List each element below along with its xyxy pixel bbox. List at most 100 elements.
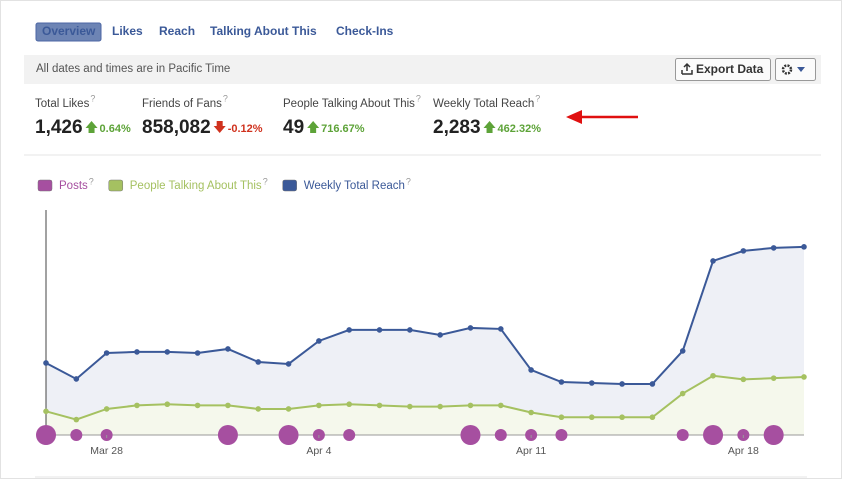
data-point <box>467 325 474 331</box>
settings-button[interactable] <box>775 58 816 81</box>
x-tick-label: Apr 18 <box>728 445 759 457</box>
stat-change: -0.12% <box>228 123 263 135</box>
data-point <box>134 349 140 355</box>
export-button[interactable] <box>675 58 771 81</box>
post-marker <box>460 425 481 445</box>
data-point <box>710 372 716 379</box>
data-point <box>285 406 292 412</box>
legend-label: Posts <box>59 180 88 192</box>
data-point <box>225 402 231 409</box>
data-point <box>346 401 353 408</box>
data-point <box>255 359 262 365</box>
data-point <box>316 338 322 344</box>
x-tick-label: Apr 4 <box>306 445 331 457</box>
tab[interactable]: Talking About This <box>210 24 317 38</box>
data-point <box>285 361 292 367</box>
series-line <box>45 245 805 385</box>
help-mark: ? <box>89 176 94 186</box>
post-marker <box>36 425 56 445</box>
legend: Posts? People Talking About This? Weekly T… <box>37 176 411 192</box>
data-point <box>164 401 171 408</box>
arrow-up <box>85 121 98 133</box>
post-marker <box>763 425 784 445</box>
stat-label: Friends of Fans <box>142 98 222 110</box>
export-icon <box>681 62 693 75</box>
post-marker <box>676 429 689 441</box>
data-point <box>710 258 716 264</box>
legend-swatch <box>282 179 297 192</box>
tab[interactable]: Overview <box>42 24 96 38</box>
data-point <box>73 416 80 423</box>
stat-value: 1,426 <box>35 117 83 138</box>
data-point <box>649 381 656 387</box>
stat-change: 462.32% <box>498 123 542 135</box>
data-point <box>225 346 231 352</box>
legend-swatch <box>108 179 124 192</box>
data-point <box>801 244 807 250</box>
data-point <box>498 326 504 332</box>
data-point <box>43 408 49 415</box>
help-mark: ? <box>223 93 228 103</box>
data-point <box>376 327 383 333</box>
data-point <box>376 402 383 409</box>
data-point <box>194 350 201 356</box>
data-point <box>801 374 807 380</box>
plot: Mar 28 Apr 4 Apr 11 Apr 18 <box>36 210 807 457</box>
legend-swatch <box>37 179 53 192</box>
dropdown-caret <box>797 67 805 72</box>
data-point <box>740 248 747 254</box>
data-point <box>346 327 353 333</box>
data-point <box>73 376 80 382</box>
data-point <box>558 379 565 385</box>
stat-change: 0.64% <box>100 123 131 135</box>
tabs: Overview Likes Reach Talking About This Chec… <box>42 24 394 38</box>
data-point <box>528 367 534 373</box>
data-point <box>103 350 110 356</box>
post-marker <box>217 425 238 445</box>
post-marker <box>494 429 507 441</box>
stat-value: 858,082 <box>142 117 211 138</box>
data-point <box>770 375 777 381</box>
data-point <box>588 380 595 386</box>
data-point <box>103 406 110 412</box>
stat-change: 716.67% <box>321 123 365 135</box>
series-line <box>45 374 805 421</box>
data-point <box>649 414 656 421</box>
data-point <box>467 402 474 409</box>
tab[interactable]: Check-Ins <box>336 24 394 38</box>
data-point <box>770 245 777 251</box>
data-point <box>316 402 322 409</box>
data-point <box>407 403 413 410</box>
stat-label: Total Likes <box>35 98 90 110</box>
data-point <box>679 390 686 397</box>
arrow-down <box>213 121 226 133</box>
annotation-arrowhead <box>566 110 582 124</box>
data-point <box>164 349 171 355</box>
help-mark: ? <box>263 176 268 186</box>
stats: Total Likes ? 1,426 0.64% Friends of Fans ? 85… <box>35 93 541 138</box>
stat-label: People Talking About This <box>283 98 415 110</box>
timezone-note: All dates and times are in Pacific Time <box>36 63 230 75</box>
post-marker <box>555 429 568 441</box>
x-tick-label: Apr 11 <box>516 445 546 457</box>
stat-value: 49 <box>283 117 304 138</box>
export-label[interactable]: Export Data <box>696 62 764 76</box>
data-point <box>528 409 534 416</box>
arrow-up <box>483 121 496 133</box>
data-point <box>255 406 262 412</box>
data-point <box>558 414 565 421</box>
tab[interactable]: Reach <box>159 24 195 38</box>
help-mark: ? <box>406 176 411 186</box>
data-point <box>43 360 49 366</box>
post-marker <box>343 429 356 441</box>
data-point <box>437 403 443 410</box>
post-marker <box>278 425 299 445</box>
data-point <box>619 381 625 387</box>
stat-label: Weekly Total Reach <box>433 98 534 110</box>
data-point <box>194 402 201 409</box>
tab[interactable]: Likes <box>112 24 143 38</box>
data-point <box>619 414 625 421</box>
data-point <box>740 376 747 383</box>
help-mark: ? <box>90 93 95 103</box>
